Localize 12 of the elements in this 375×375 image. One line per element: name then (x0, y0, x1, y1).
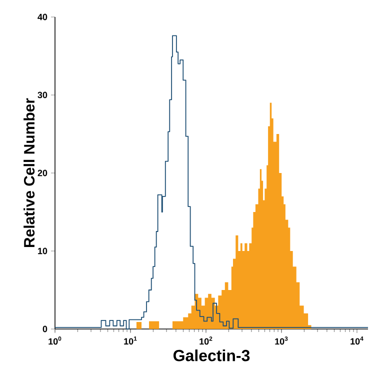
y-axis-title: Relative Cell Number (24, 98, 35, 248)
x-tick-label: 10$^{3}$ (275, 336, 288, 345)
x-tick-label: 10$^{2}$ (200, 336, 212, 345)
x-axis-title: Galectin-3 (173, 350, 250, 362)
y-tick-label: 40 (38, 14, 48, 20)
x-tick-label: 10$^{0}$ (48, 336, 62, 345)
x-tick-label: 10$^{4}$ (350, 336, 364, 345)
y-tick-label: 20 (38, 170, 48, 176)
y-tick-label: 30 (38, 92, 48, 98)
y-tick-label: 0 (42, 326, 48, 332)
y-tick-label: 10 (38, 248, 48, 254)
x-tick-label: 10$^{1}$ (124, 336, 137, 345)
